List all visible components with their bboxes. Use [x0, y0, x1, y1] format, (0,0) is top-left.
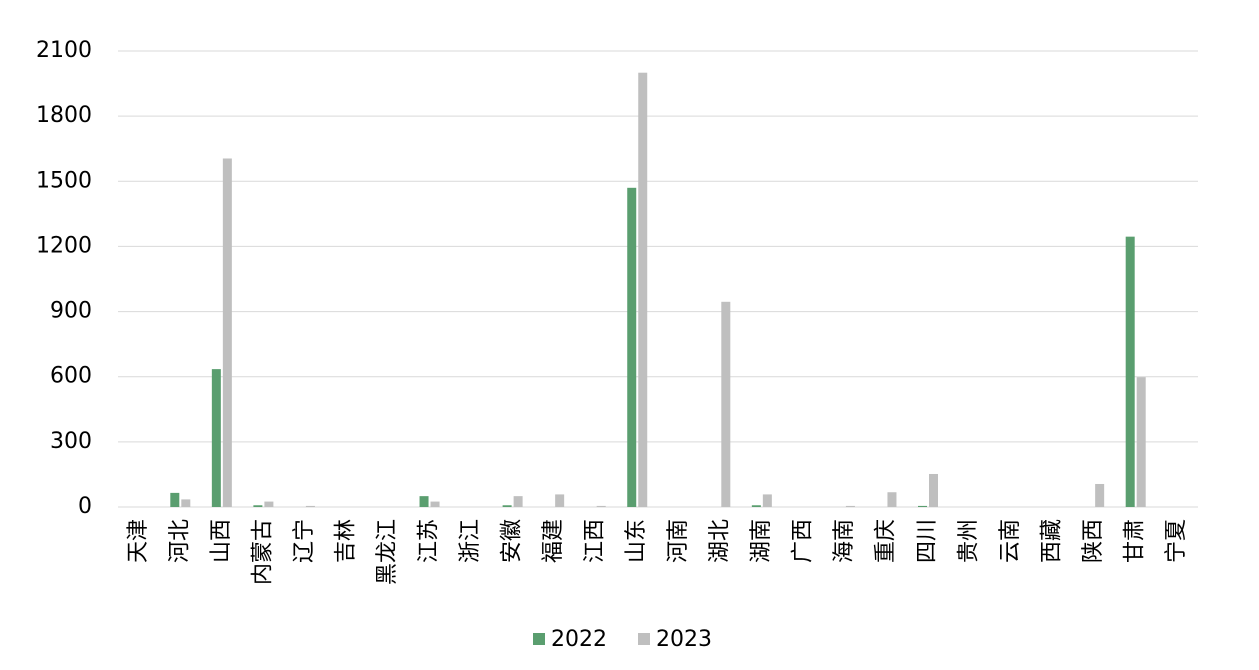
x-tick-label: 西藏 — [1040, 519, 1065, 563]
x-tick-label: 辽宁 — [292, 519, 317, 563]
x-tick-label: 重庆 — [873, 519, 898, 563]
x-tick-label: 江苏 — [417, 519, 442, 563]
bar — [596, 505, 606, 507]
x-tick-label: 甘肃 — [1123, 519, 1148, 563]
y-tick-label: 0 — [78, 494, 92, 519]
legend-swatch — [638, 633, 650, 645]
x-tick-label: 江西 — [583, 519, 608, 563]
x-tick-label: 陕西 — [1081, 519, 1106, 563]
bar — [638, 72, 648, 507]
bar — [181, 499, 191, 507]
x-tick-label: 黑龙江 — [375, 519, 400, 585]
bar — [502, 505, 512, 507]
bar — [513, 496, 523, 507]
bar — [419, 496, 429, 507]
legend-label: 2022 — [551, 627, 607, 652]
x-tick-label: 吉林 — [333, 519, 358, 563]
bar — [721, 301, 731, 507]
bar — [430, 501, 440, 507]
bar — [253, 505, 263, 507]
bar — [887, 492, 897, 507]
legend-swatch — [533, 633, 545, 645]
bar — [1136, 377, 1146, 507]
x-tick-label: 山东 — [624, 519, 649, 563]
bar — [918, 505, 927, 507]
y-tick-label: 1500 — [36, 168, 92, 193]
x-tick-label: 湖北 — [707, 519, 732, 563]
x-tick-label: 四川 — [915, 519, 940, 563]
x-tick-label: 湖南 — [749, 519, 774, 563]
y-tick-label: 300 — [50, 429, 92, 454]
legend-label: 2023 — [656, 627, 712, 652]
y-tick-label: 1800 — [36, 103, 92, 128]
bar — [305, 505, 315, 507]
x-tick-label: 安徽 — [500, 519, 525, 563]
bar — [845, 505, 855, 507]
y-tick-label: 900 — [50, 299, 92, 324]
x-tick-label: 广西 — [790, 519, 815, 563]
x-tick-label: 海南 — [832, 519, 857, 563]
bar — [751, 505, 761, 507]
x-tick-label: 云南 — [998, 519, 1023, 563]
x-tick-label: 山西 — [209, 519, 234, 563]
x-tick-label: 宁夏 — [1164, 519, 1189, 563]
x-tick-label: 河北 — [167, 519, 192, 563]
y-tick-label: 2100 — [36, 38, 92, 63]
bar — [264, 501, 274, 507]
x-tick-label: 浙江 — [458, 519, 483, 563]
x-tick-label: 内蒙古 — [250, 519, 275, 585]
bar — [170, 492, 180, 507]
bar — [555, 494, 565, 507]
x-tick-label: 贵州 — [957, 519, 982, 563]
x-tick-label: 天津 — [126, 519, 151, 563]
x-tick-label: 河南 — [666, 519, 691, 563]
bar — [762, 494, 772, 507]
x-tick-label: 福建 — [541, 519, 566, 563]
bar — [627, 187, 637, 508]
y-tick-label: 600 — [50, 364, 92, 389]
y-tick-label: 1200 — [36, 233, 92, 258]
bar — [211, 369, 221, 507]
bar — [1095, 483, 1105, 507]
bar — [1125, 236, 1135, 507]
bar — [929, 473, 938, 507]
bar — [222, 158, 232, 507]
